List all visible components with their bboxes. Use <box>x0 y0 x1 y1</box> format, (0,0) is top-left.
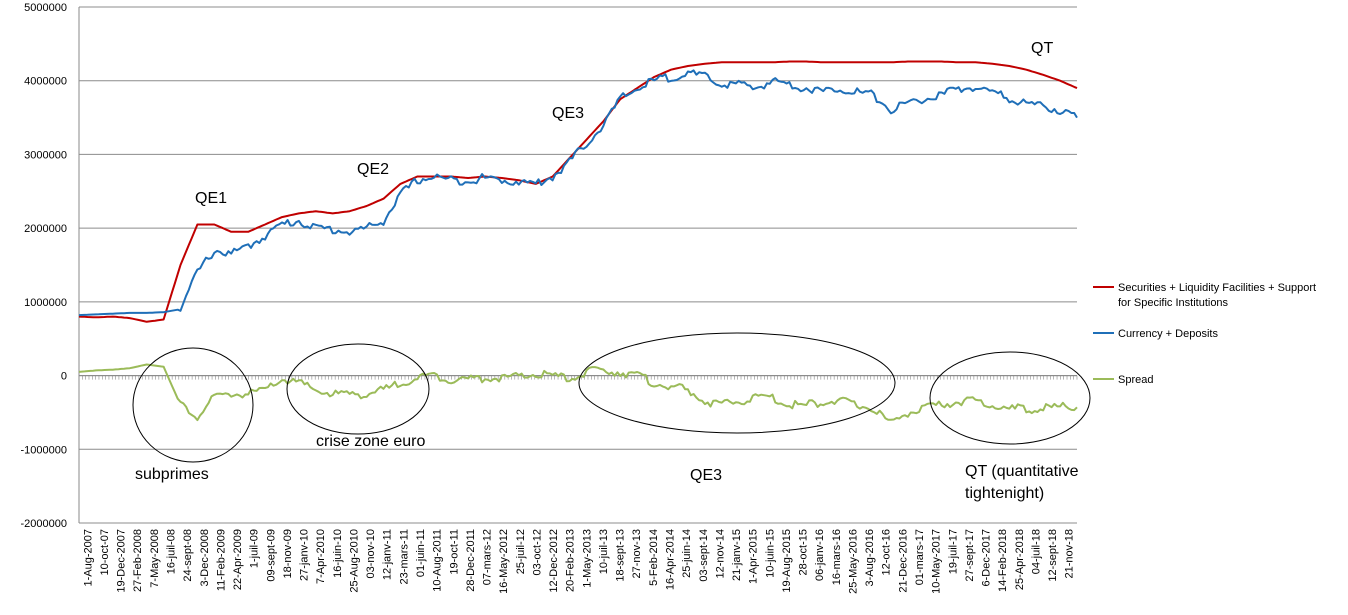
x-tick-label: 07-mars-12 <box>482 529 494 585</box>
x-tick-label: 3-Dec-2008 <box>199 529 211 586</box>
x-tick-label: 06-janv-16 <box>814 529 826 581</box>
annotation-qt-bottom-line2: tightenight) <box>965 485 1044 502</box>
x-tick-label: 10-juil-13 <box>598 529 610 574</box>
x-tick-label: 16-mars-16 <box>831 529 843 585</box>
x-tick-label: 10-oct-07 <box>99 529 111 575</box>
x-tick-label: 16-Apr-2014 <box>664 529 676 590</box>
x-tick-label: 28-Dec-2011 <box>465 529 477 592</box>
x-tick-label: 12-sept-18 <box>1047 529 1059 582</box>
legend-label-securities-line1: Securities + Liquidity Facilities + Supp… <box>1118 282 1316 294</box>
x-tick-label: 27-sept-17 <box>964 529 976 582</box>
x-tick-label: 18-nov-09 <box>282 529 294 579</box>
x-tick-label: 03-oct-12 <box>531 529 543 575</box>
x-tick-label: 27-nov-13 <box>631 529 643 579</box>
series-line-currency-deposits <box>78 69 1078 317</box>
x-tick-label: 1-May-2013 <box>581 529 593 588</box>
annotation-subprimes: subprimes <box>135 466 209 483</box>
x-tick-label: 12-nov-14 <box>714 529 726 579</box>
x-tick-label: 04-juil-18 <box>1030 529 1042 574</box>
annotation-qe3-top: QE3 <box>552 105 584 122</box>
x-tick-label: 1-Apr-2015 <box>748 529 760 584</box>
x-tick-label: 22-Apr-2009 <box>232 529 244 590</box>
x-tick-label: 24-sept-08 <box>182 529 194 582</box>
x-tick-label: 12-janv-11 <box>382 529 394 580</box>
x-tick-label: 25-juin-14 <box>681 529 693 578</box>
x-tick-label: 23-mars-11 <box>398 529 410 584</box>
x-axis-tick-labels: 1-Aug-2007 10-oct-07 19-Dec-2007 27-Feb-200… <box>82 529 1075 594</box>
x-tick-label: 09-sept-09 <box>265 529 277 582</box>
y-tick-label: 2000000 <box>24 223 67 235</box>
y-tick-label: 4000000 <box>24 76 67 88</box>
annotation-qe3-bottom: QE3 <box>690 467 722 484</box>
x-tick-label: 14-Feb-2018 <box>997 529 1009 592</box>
x-tick-label: 21-Dec-2016 <box>897 529 909 593</box>
series-line-securities <box>78 60 1078 323</box>
x-tick-label: 19-juil-17 <box>947 529 959 574</box>
series-lines <box>78 60 1078 422</box>
x-tick-label: 01-mars-17 <box>914 529 926 585</box>
x-tick-label: 27-janv-10 <box>299 529 311 581</box>
y-tick-label: 5000000 <box>24 2 67 14</box>
subprimes-ellipse <box>132 347 254 463</box>
crise-zone-euro-ellipse <box>286 343 430 435</box>
y-axis-ticks: -2000000 -1000000 0 1000000 2000000 3000000 40… <box>21 2 68 530</box>
gridlines <box>79 6 1077 524</box>
x-tick-label: 16-juin-10 <box>332 529 344 578</box>
legend-label-currency: Currency + Deposits <box>1118 328 1218 340</box>
annotation-qt-bottom-line1: QT (quantitative <box>965 463 1079 480</box>
qt-ellipse <box>929 351 1091 445</box>
x-tick-label: 12-oct-16 <box>881 529 893 575</box>
x-tick-label: 20-Feb-2013 <box>565 529 577 592</box>
x-tick-label: 21-nov-18 <box>1064 529 1076 579</box>
x-tick-label: 18-sept-13 <box>615 529 627 582</box>
series-line-spread <box>78 363 1078 422</box>
x-tick-label: 16-juil-08 <box>165 529 177 574</box>
x-tick-label: 10-Aug-2011 <box>432 529 444 592</box>
legend-label-spread: Spread <box>1118 374 1153 386</box>
x-tick-label: 7-May-2008 <box>149 529 161 588</box>
x-tick-label: 10-May-2017 <box>931 529 943 594</box>
x-tick-label: 19-Aug-2015 <box>781 529 793 593</box>
x-tick-label: 27-Feb-2008 <box>132 529 144 592</box>
x-tick-label: 10-juin-15 <box>764 529 776 578</box>
x-tick-label: 3-Aug-2016 <box>864 529 876 587</box>
y-tick-label: -1000000 <box>21 444 68 456</box>
x-tick-label: 16-May-2012 <box>498 529 510 594</box>
x-tick-label: 1-juil-09 <box>249 529 261 568</box>
x-tick-label: 25-Aug-2010 <box>348 529 360 593</box>
annotation-qt-top: QT <box>1031 40 1053 57</box>
y-tick-label: 3000000 <box>24 149 67 161</box>
x-tick-label: 01-juin-11 <box>415 529 427 577</box>
x-tick-label: 25-Apr-2018 <box>1014 529 1026 590</box>
x-tick-label: 03-nov-10 <box>365 529 377 579</box>
y-tick-label: -2000000 <box>21 518 68 530</box>
x-tick-label: 19-oct-11 <box>448 529 460 575</box>
annotation-qe1: QE1 <box>195 190 227 207</box>
x-tick-label: 7-Apr-2010 <box>315 529 327 584</box>
x-tick-label: 12-Dec-2012 <box>548 529 560 593</box>
x-tick-label: 03-sept-14 <box>698 529 710 582</box>
annotation-qe2: QE2 <box>357 161 389 178</box>
x-tick-label: 5-Feb-2014 <box>648 529 660 586</box>
x-tick-label: 6-Dec-2017 <box>981 529 993 586</box>
annotation-crise-zone-euro: crise zone euro <box>316 433 425 450</box>
qe3-ellipse <box>578 332 896 434</box>
x-tick-label: 19-Dec-2007 <box>116 529 128 593</box>
y-tick-label: 0 <box>61 371 67 383</box>
x-tick-label: 25-juil-12 <box>515 529 527 574</box>
x-tick-label: 28-oct-15 <box>798 529 810 575</box>
x-tick-label: 11-Feb-2009 <box>215 529 227 591</box>
x-tick-label: 21-janv-15 <box>731 529 743 581</box>
y-tick-label: 1000000 <box>24 297 67 309</box>
x-tick-label: 25-May-2016 <box>847 529 859 594</box>
x-tick-label: 1-Aug-2007 <box>82 529 94 587</box>
legend: Securities + Liquidity Facilities + Supp… <box>1093 282 1316 386</box>
legend-label-securities-line2: for Specific Institutions <box>1118 297 1229 309</box>
